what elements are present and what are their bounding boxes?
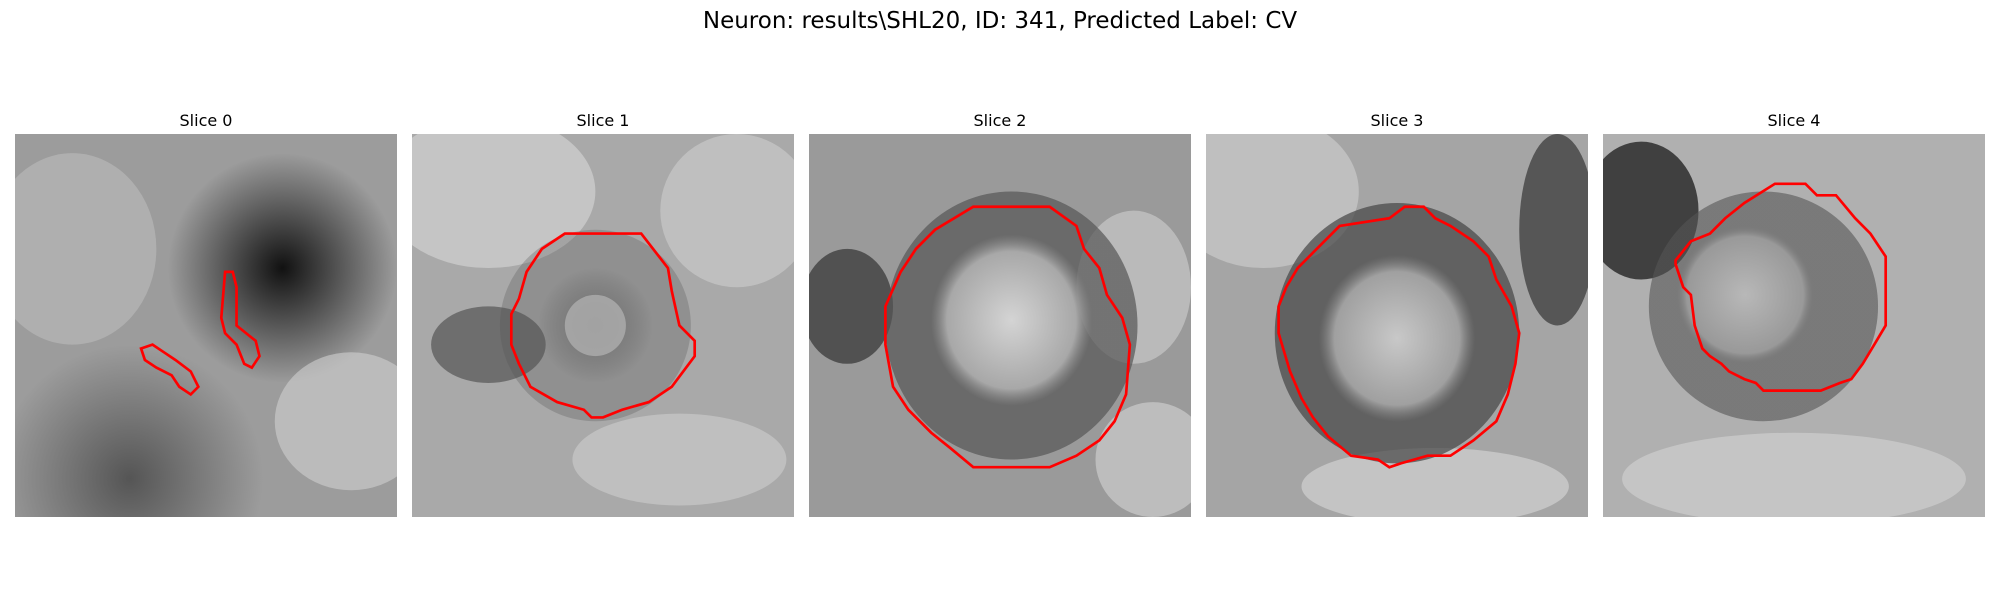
- figure-title: Neuron: results\SHL20, ID: 341, Predicte…: [702, 8, 1298, 34]
- slice-image-2: [809, 134, 1191, 517]
- slice-title-2: Slice 2: [973, 111, 1027, 130]
- slice-image-4: [1603, 134, 1985, 517]
- slice-title-3: Slice 3: [1370, 111, 1424, 130]
- slice-title-1: Slice 1: [576, 111, 630, 130]
- slice-panel-1: Slice 1: [412, 110, 794, 517]
- slice-panel-3: Slice 3: [1206, 110, 1588, 517]
- contour-3: [1277, 205, 1521, 469]
- contour-2: [884, 205, 1132, 469]
- slice-title-0: Slice 0: [179, 111, 233, 130]
- slice-panel-4: Slice 4: [1603, 110, 1985, 517]
- contour-0b: [139, 343, 200, 397]
- slice-image-1: [412, 134, 794, 517]
- slice-title-4: Slice 4: [1767, 111, 1821, 130]
- contour-4: [1674, 182, 1888, 392]
- contour-0a: [219, 270, 261, 370]
- slice-panel-0: Slice 0: [15, 110, 397, 517]
- slice-image-3: [1206, 134, 1588, 517]
- contour-1: [509, 232, 697, 419]
- slice-image-0: [15, 134, 397, 517]
- slice-panel-2: Slice 2: [809, 110, 1191, 517]
